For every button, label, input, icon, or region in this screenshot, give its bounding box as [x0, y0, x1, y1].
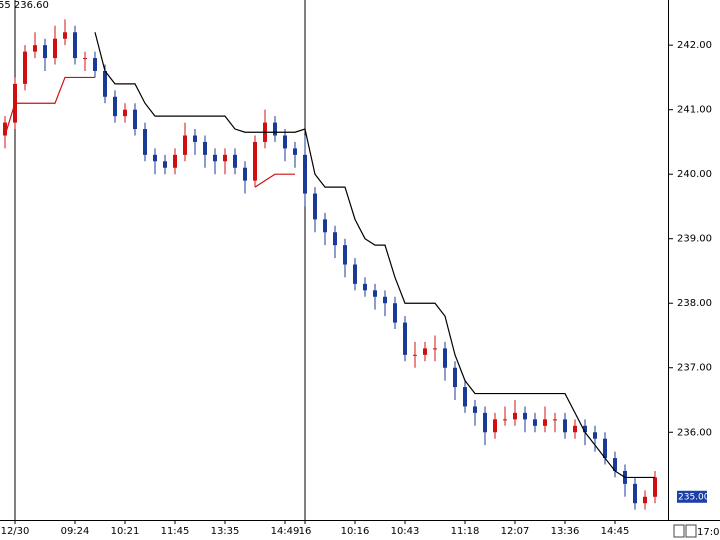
candle-body — [403, 322, 407, 355]
candle-body — [593, 432, 597, 439]
x-tick-label: 12/30 — [1, 526, 30, 537]
y-tick-label: 241.00 — [677, 105, 712, 116]
candle-body — [203, 141, 207, 155]
last-price-label: 235.00 — [678, 492, 710, 502]
candle-body — [463, 387, 467, 407]
candle-body — [63, 32, 67, 39]
candle-body — [543, 419, 547, 426]
candle-body — [563, 419, 567, 433]
x-tick-label: 12:07 — [501, 526, 530, 537]
candle-body — [643, 496, 647, 504]
candle-body — [243, 167, 247, 181]
candle-body — [503, 419, 507, 421]
candle-body — [343, 245, 347, 265]
end-time: 17:00:00 — [697, 527, 720, 538]
x-tick-label: 09:24 — [61, 526, 90, 537]
y-tick-label: 240.00 — [677, 169, 712, 180]
candle-body — [273, 122, 277, 136]
x-tick-label: 11:18 — [451, 526, 480, 537]
candle-body — [283, 135, 287, 149]
candle-body — [193, 135, 197, 142]
candle-body — [533, 419, 537, 426]
candle-body — [293, 148, 297, 155]
candle-body — [493, 419, 497, 433]
last-price-box — [677, 490, 707, 503]
candle-body — [483, 412, 487, 433]
candle-body — [353, 264, 357, 284]
candle-body — [93, 58, 97, 71]
candle-body — [323, 219, 327, 233]
stop-line — [254, 173, 295, 188]
candle-body — [133, 109, 137, 130]
candle-body — [413, 354, 417, 356]
candle-body — [373, 290, 377, 297]
candle-body — [473, 406, 477, 413]
x-tick-label: 11:45 — [161, 526, 190, 537]
candle-body — [3, 122, 7, 136]
candle-body — [143, 129, 147, 155]
candle-body — [513, 412, 517, 420]
candle-body — [653, 477, 657, 497]
candle-body — [573, 425, 577, 433]
candle-body — [233, 154, 237, 168]
candle-body — [333, 232, 337, 246]
candle-body — [553, 419, 557, 421]
x-tick-label: 10:16 — [341, 526, 370, 537]
candle-body — [213, 154, 217, 162]
x-tick-label: 16 — [299, 526, 312, 537]
candle-body — [613, 458, 617, 471]
y-tick-label: 237.00 — [677, 363, 712, 374]
candle-body — [23, 51, 27, 84]
draw-icon[interactable] — [673, 524, 685, 538]
candle-body — [363, 283, 367, 291]
candle-body — [73, 32, 77, 59]
y-tick-label: 242.00 — [677, 40, 712, 51]
candle-body — [163, 161, 167, 168]
candle-body — [603, 438, 607, 459]
candle-body — [303, 154, 307, 194]
candle-body — [33, 45, 37, 52]
x-tick-label: 10:21 — [111, 526, 140, 537]
y-tick-label: 236.00 — [677, 427, 712, 438]
candle-body — [633, 483, 637, 504]
candle-body — [393, 303, 397, 323]
candle-body — [453, 367, 457, 388]
stop-line — [94, 32, 655, 479]
candle-body — [53, 38, 57, 59]
candle-body — [383, 296, 387, 304]
candle-body — [523, 412, 527, 420]
x-tick-label: 14:45 — [601, 526, 630, 537]
candle-body — [183, 135, 187, 155]
x-tick-label: 14:49 — [271, 526, 300, 537]
stop-line — [4, 76, 95, 136]
x-tick-label: 10:43 — [391, 526, 420, 537]
candle-body — [103, 70, 107, 97]
y-tick-label: 238.00 — [677, 298, 712, 309]
candle-body — [253, 141, 257, 181]
candle-body — [43, 45, 47, 59]
zoom-icon[interactable] — [685, 524, 697, 538]
candle-body — [113, 96, 117, 117]
y-tick-label: 239.00 — [677, 234, 712, 245]
candle-body — [443, 348, 447, 368]
candle-body — [223, 154, 227, 162]
candle-body — [123, 109, 127, 117]
x-tick-label: 13:35 — [211, 526, 240, 537]
candle-body — [423, 348, 427, 355]
candle-body — [173, 154, 177, 168]
chart-title: 55 236.60 — [0, 0, 49, 11]
candle-body — [583, 425, 587, 433]
x-tick-label: 13:36 — [551, 526, 580, 537]
candle-body — [313, 193, 317, 220]
candle-body — [433, 348, 437, 350]
candle-body — [153, 154, 157, 162]
candle-body — [83, 58, 87, 60]
